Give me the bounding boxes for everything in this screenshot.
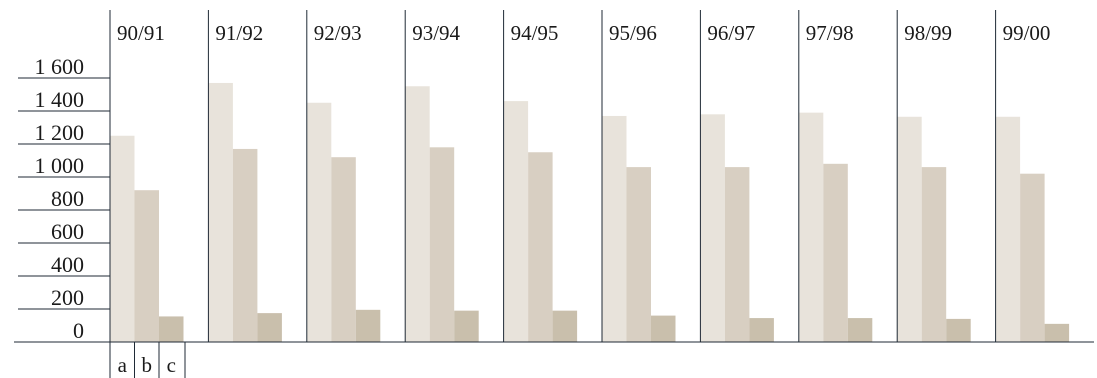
y-axis-gridlines [18, 77, 110, 310]
bar-a-95/96 [602, 115, 627, 342]
bar-b-99/00 [1020, 173, 1045, 342]
bar-c-98/99 [946, 318, 971, 342]
bar-b-92/93 [331, 157, 356, 342]
y-tick-label: 1 200 [35, 120, 85, 145]
bar-b-98/99 [921, 167, 947, 342]
category-label: 97/98 [806, 21, 854, 45]
y-tick-label: 400 [51, 252, 84, 277]
bar-a-97/98 [798, 112, 824, 343]
bar-a-99/00 [995, 116, 1021, 343]
category-dividers [109, 10, 997, 342]
y-tick-label: 200 [51, 285, 84, 310]
category-label: 94/95 [511, 21, 559, 45]
category-label: 93/94 [412, 21, 460, 45]
bar-c-99/00 [1044, 323, 1070, 342]
bar-c-94/95 [552, 310, 578, 342]
bar-c-97/98 [847, 318, 873, 342]
y-tick-label: 1 400 [35, 87, 85, 112]
bar-a-96/97 [700, 114, 725, 342]
bar-b-95/96 [626, 167, 651, 342]
category-label: 90/91 [117, 21, 165, 45]
category-label: 99/00 [1003, 21, 1051, 45]
bar-a-98/99 [897, 116, 922, 343]
bar-c-92/93 [355, 309, 381, 342]
bar-c-95/96 [651, 315, 676, 342]
y-tick-label: 1 600 [35, 54, 85, 79]
category-label: 98/99 [904, 21, 952, 45]
bar-a-91/92 [208, 82, 233, 342]
category-label: 92/93 [314, 21, 362, 45]
bar-b-97/98 [823, 163, 848, 342]
category-labels: 90/91 91/92 92/93 93/94 94/95 95/96 96/97 97/98… [117, 21, 1050, 45]
bar-b-94/95 [528, 152, 553, 342]
y-tick-label: 800 [51, 186, 84, 211]
bar-c-96/97 [749, 318, 774, 342]
bar-a-94/95 [503, 101, 529, 342]
y-tick-label: 0 [73, 318, 84, 343]
bars-group [110, 82, 1070, 343]
bar-b-91/92 [232, 148, 258, 342]
category-label: 96/97 [707, 21, 755, 45]
legend-label-c: c [167, 353, 176, 377]
category-label: 91/92 [215, 21, 263, 45]
category-label: 95/96 [609, 21, 657, 45]
y-tick-labels: 0 200 400 600 800 1 000 1 200 1 400 1 600 [35, 54, 85, 343]
bar-b-90/91 [134, 190, 159, 342]
y-tick-label: 1 000 [35, 153, 85, 178]
legend-label-a: a [118, 353, 128, 377]
bar-a-92/93 [306, 102, 332, 342]
bar-c-90/91 [159, 316, 184, 342]
y-tick-label: 600 [51, 219, 84, 244]
bar-b-96/97 [724, 167, 750, 342]
bar-c-91/92 [257, 313, 282, 342]
bar-c-93/94 [454, 310, 479, 342]
bar-b-93/94 [429, 147, 455, 342]
legend-label-b: b [142, 353, 153, 377]
bar-a-93/94 [405, 86, 430, 342]
bar-a-90/91 [110, 135, 135, 342]
